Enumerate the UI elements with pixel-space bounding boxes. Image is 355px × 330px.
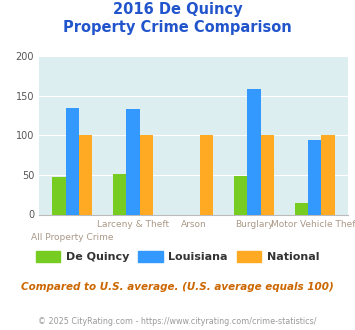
Bar	[234, 176, 247, 214]
Bar	[113, 174, 126, 214]
Text: Property Crime Comparison: Property Crime Comparison	[63, 20, 292, 35]
Bar	[247, 89, 261, 214]
Bar	[126, 109, 140, 214]
Text: Larceny & Theft: Larceny & Theft	[97, 220, 169, 229]
Text: © 2025 CityRating.com - https://www.cityrating.com/crime-statistics/: © 2025 CityRating.com - https://www.city…	[38, 317, 317, 326]
Text: 2016 De Quincy: 2016 De Quincy	[113, 2, 242, 16]
Bar	[308, 140, 321, 214]
Text: Motor Vehicle Theft: Motor Vehicle Theft	[271, 220, 355, 229]
Text: Burglary: Burglary	[235, 220, 273, 229]
Text: All Property Crime: All Property Crime	[31, 233, 114, 242]
Bar	[53, 177, 66, 214]
Bar	[140, 135, 153, 214]
Bar	[321, 135, 334, 214]
Bar	[79, 135, 92, 214]
Bar	[261, 135, 274, 214]
Text: Arson: Arson	[181, 220, 206, 229]
Legend: De Quincy, Louisiana, National: De Quincy, Louisiana, National	[32, 247, 323, 267]
Bar	[66, 108, 79, 214]
Bar	[295, 203, 308, 214]
Text: Compared to U.S. average. (U.S. average equals 100): Compared to U.S. average. (U.S. average …	[21, 282, 334, 292]
Bar	[200, 135, 213, 214]
